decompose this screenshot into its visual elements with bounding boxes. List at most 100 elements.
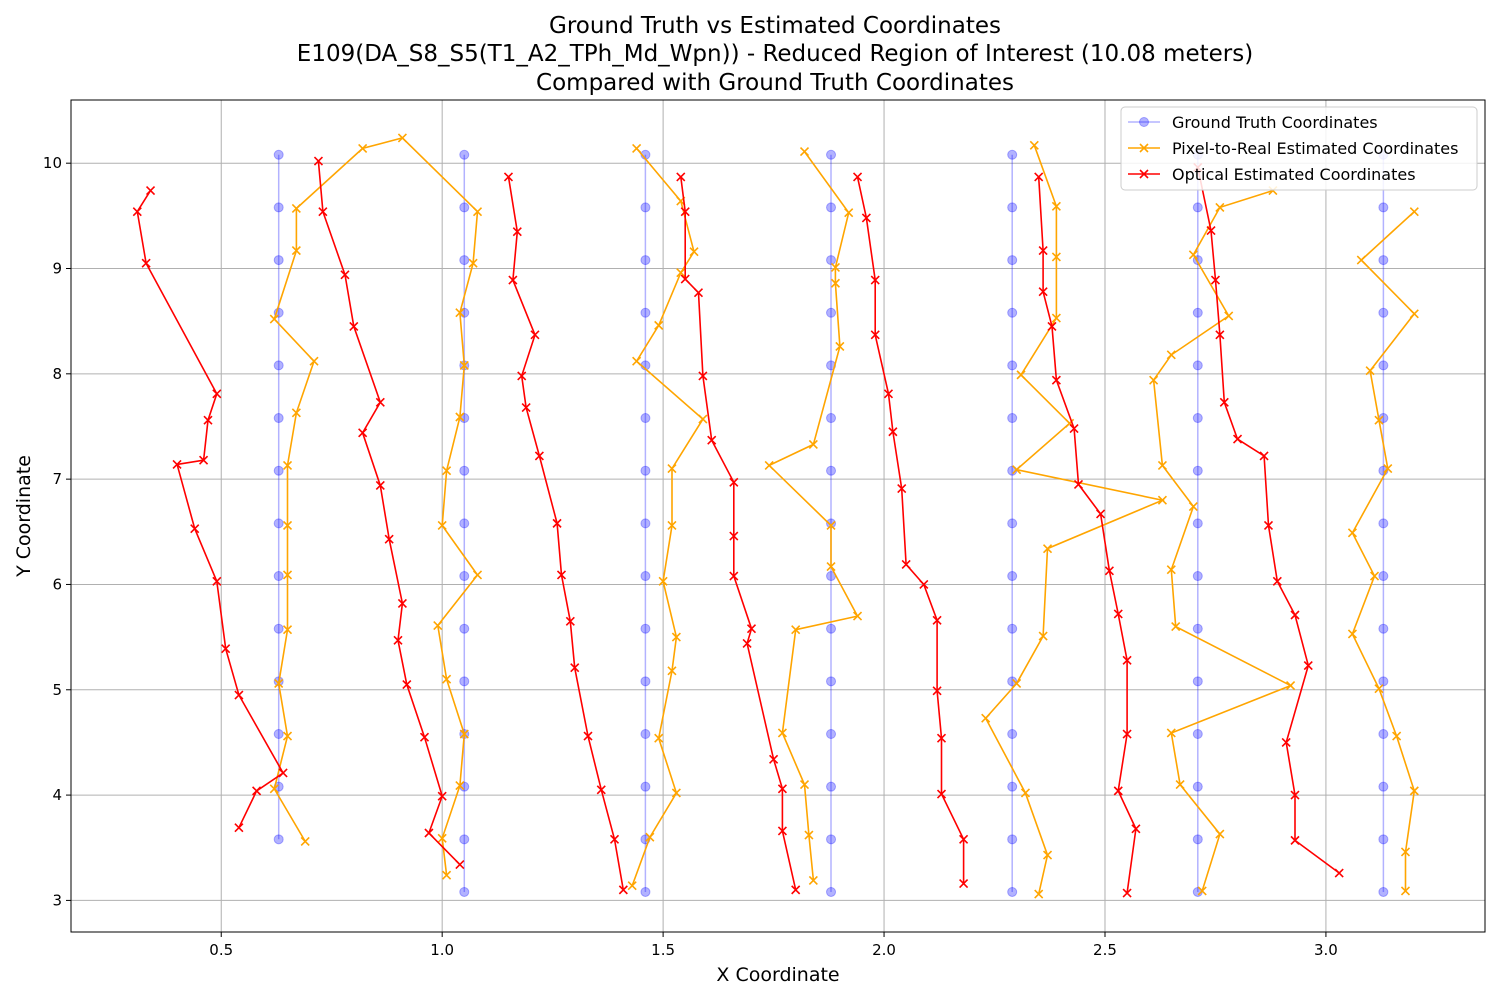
series-2-point	[472, 570, 483, 580]
series-3-point	[424, 828, 434, 838]
series-3-point	[419, 732, 430, 742]
series-2-point	[1188, 250, 1198, 260]
series-2-point	[442, 674, 452, 684]
series-2-point	[645, 832, 655, 842]
series-1-point	[640, 465, 651, 476]
series-3	[132, 156, 1344, 898]
series-2-point	[826, 520, 836, 531]
series-2-point	[1347, 528, 1358, 538]
series-2-point	[667, 464, 677, 474]
series-3-line	[1197, 167, 1340, 874]
series-1-point	[826, 255, 837, 266]
series-1-point	[1192, 729, 1203, 740]
series-2-point	[698, 414, 708, 424]
series-1-point	[459, 571, 470, 582]
x-axis-label: X Coordinate	[716, 964, 839, 986]
y-tick-label: 9	[52, 260, 62, 278]
series-2-point	[291, 203, 301, 214]
x-tick-label: 2.0	[872, 941, 896, 959]
legend-entry: Pixel-to-Real Estimated Coordinates	[1128, 139, 1458, 158]
series-1-point	[1007, 307, 1018, 318]
series-2-point	[1166, 350, 1176, 360]
series-3-point	[1334, 868, 1344, 878]
legend-label: Ground Truth Coordinates	[1172, 113, 1378, 132]
series-2-point	[844, 208, 854, 218]
series-3-point	[565, 616, 575, 626]
series-1-point	[640, 202, 651, 213]
series-3-point	[190, 524, 200, 534]
series-2-point	[1392, 731, 1402, 741]
series-3-point	[729, 571, 739, 581]
series-1-point	[273, 571, 284, 582]
series-3-point	[959, 878, 969, 889]
series-3-line	[317, 161, 461, 866]
series-3-point	[132, 207, 142, 217]
series-1-point	[273, 255, 284, 266]
series-2-point	[667, 666, 677, 676]
series-3-point	[172, 459, 182, 469]
series-3-point	[521, 402, 531, 413]
series-2-point	[667, 520, 677, 531]
series-2-point	[791, 625, 801, 635]
series-2-point	[1409, 309, 1419, 319]
series-3-point	[901, 559, 911, 570]
series-3-point	[883, 389, 894, 399]
series-2-point	[1365, 366, 1375, 376]
series-1-point	[1378, 623, 1389, 634]
series-2-point	[1016, 370, 1026, 380]
series-1-point	[459, 149, 470, 160]
series-3-point	[221, 644, 231, 654]
series-2-point	[1042, 544, 1053, 554]
series-2-point	[799, 779, 810, 790]
series-1-point	[1192, 781, 1203, 792]
series-1-point	[273, 729, 284, 740]
series-3-point	[861, 213, 871, 223]
series-3-point	[512, 227, 522, 237]
series-2-point	[1042, 850, 1053, 860]
series-2-point	[632, 143, 642, 154]
series-2	[269, 133, 1419, 899]
series-1-point	[826, 676, 837, 687]
series-3-point	[517, 371, 527, 381]
series-2-point	[830, 262, 841, 273]
series-1-point	[1007, 571, 1018, 582]
series-2-point	[1051, 201, 1061, 211]
series-2-point	[1215, 829, 1225, 839]
series-3-point	[375, 397, 385, 407]
series-3-point	[1290, 790, 1300, 800]
series-1-point	[1007, 729, 1018, 740]
series-2-point	[671, 788, 681, 798]
series-1-point	[459, 518, 470, 529]
series-1-point	[1192, 518, 1203, 529]
series-3-line	[507, 176, 625, 891]
series-2-point	[799, 147, 810, 157]
series-3-point	[203, 415, 213, 425]
series-3-point	[742, 638, 752, 648]
series-2-point	[1409, 207, 1419, 217]
series-1-point	[640, 781, 651, 792]
series-3-point	[556, 570, 567, 580]
series-3-point	[313, 156, 324, 166]
series-2-point	[459, 729, 469, 739]
series-3-point	[1047, 321, 1057, 331]
series-3-point	[508, 275, 518, 285]
series-3-point	[618, 885, 628, 895]
series-1-point	[1378, 255, 1389, 266]
y-tick-label: 10	[43, 154, 62, 172]
series-3-point	[596, 785, 606, 795]
series-2-point	[282, 570, 293, 580]
legend-label: Optical Estimated Coordinates	[1172, 165, 1416, 184]
series-3-point	[680, 274, 690, 284]
series-2-line	[767, 151, 859, 881]
series-2-point	[777, 728, 787, 738]
y-tick-label: 7	[52, 470, 62, 488]
series-2-point	[1020, 788, 1031, 798]
series-3-point	[852, 172, 863, 182]
series-3-point	[530, 330, 540, 340]
series-3-point	[791, 885, 801, 895]
y-tick-label: 3	[52, 891, 62, 909]
series-3-point	[141, 258, 151, 268]
series-1-point	[1378, 886, 1389, 897]
series-3-point	[1038, 246, 1048, 256]
legend-entry: Optical Estimated Coordinates	[1128, 165, 1416, 184]
